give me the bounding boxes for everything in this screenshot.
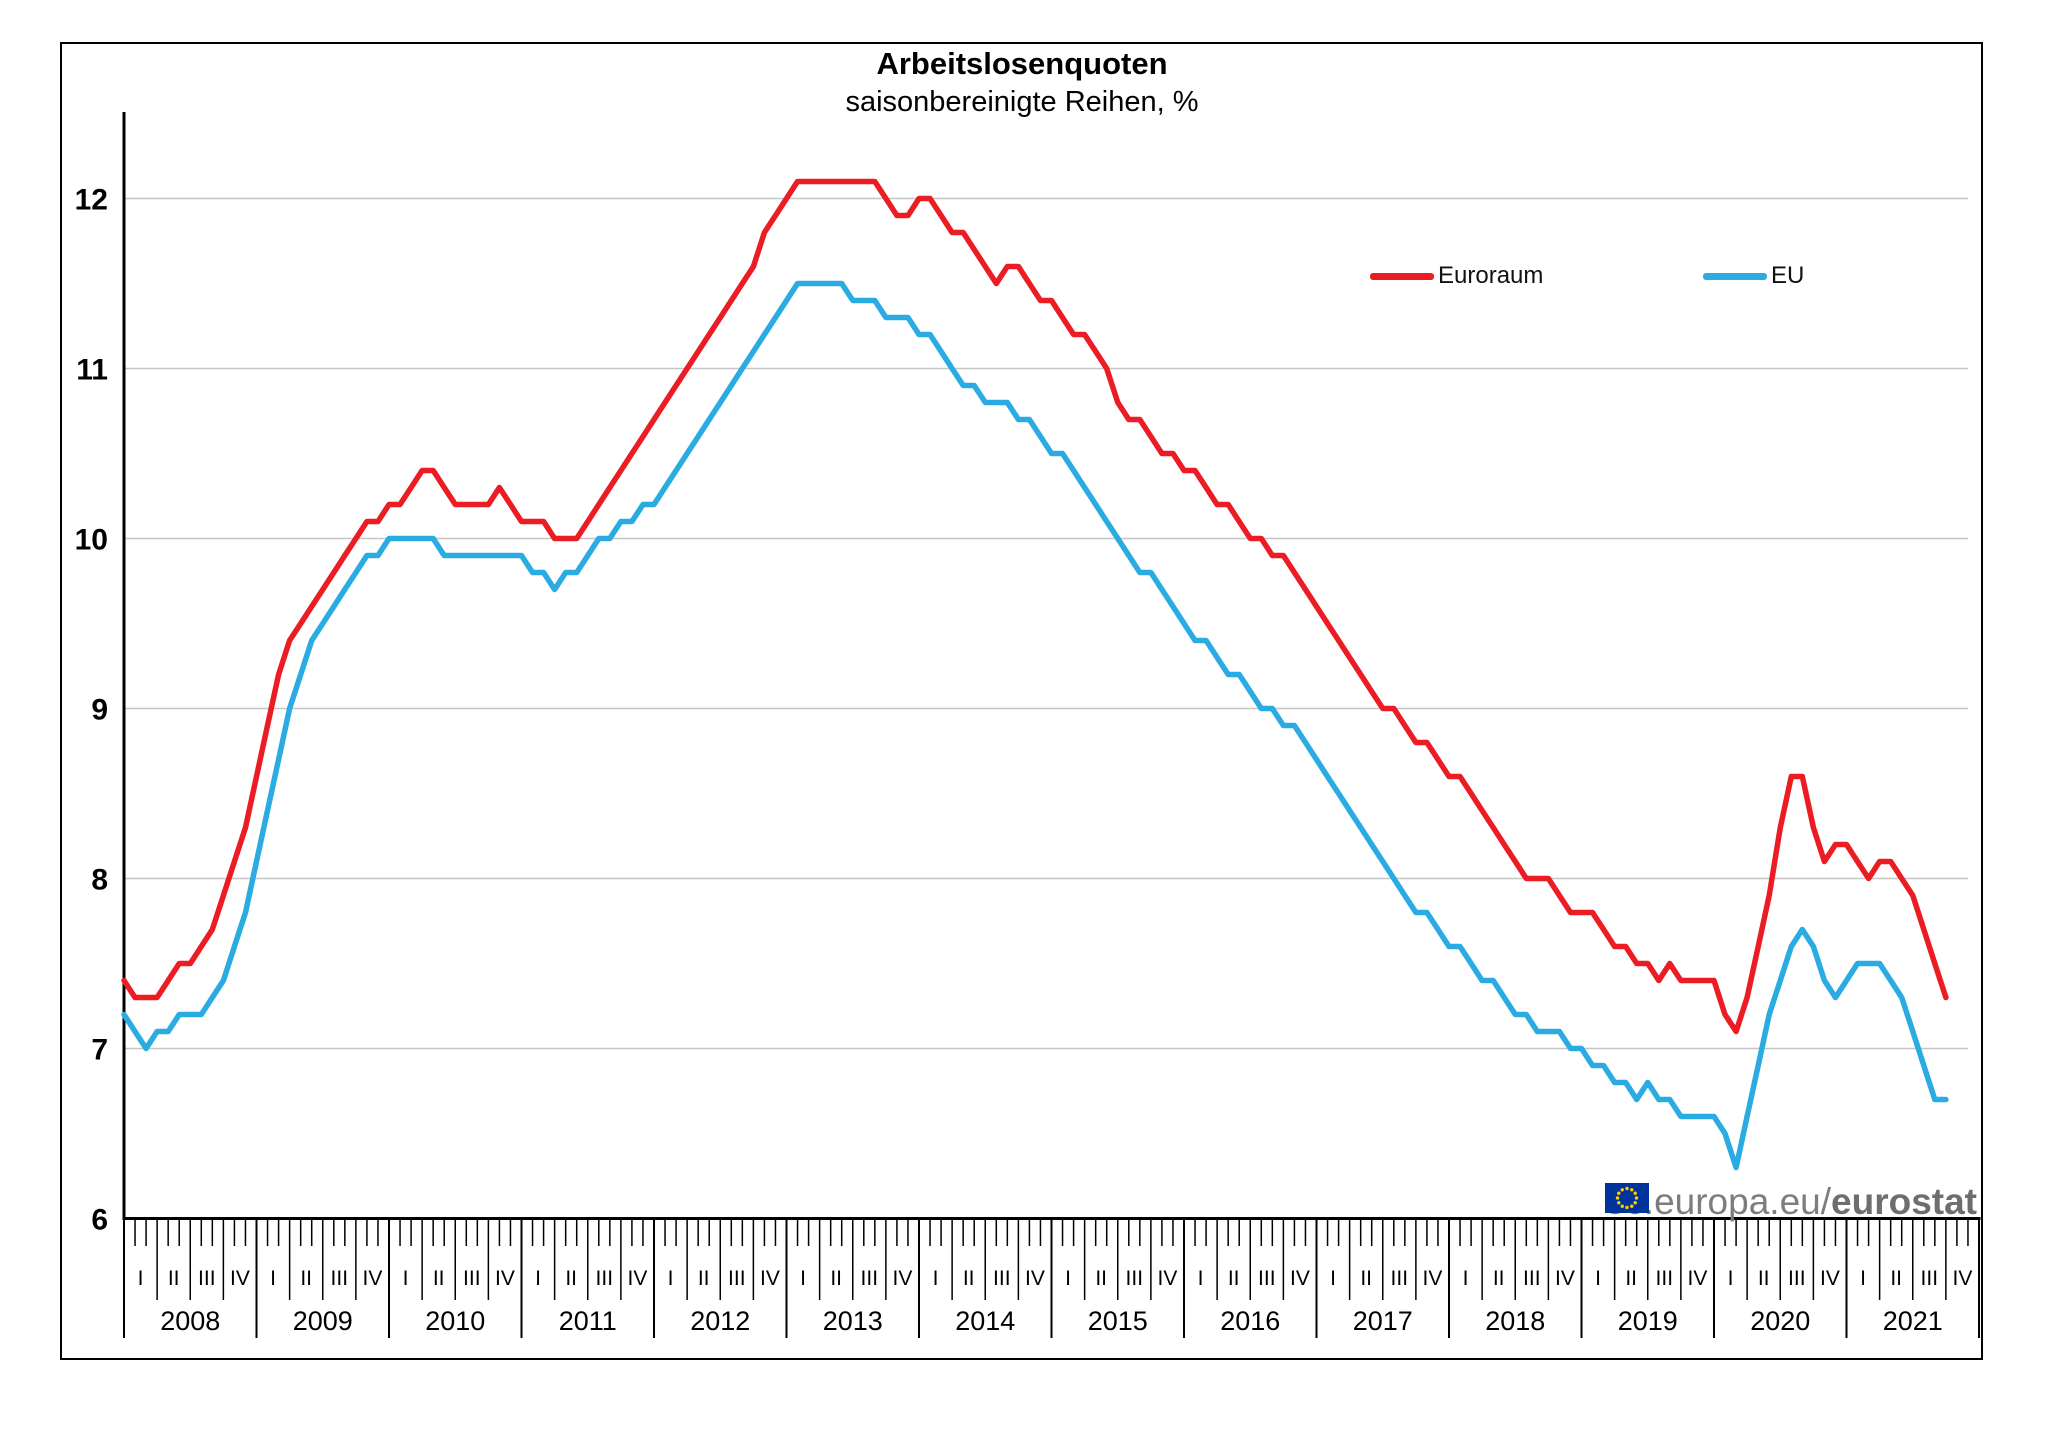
- svg-text:IV: IV: [230, 1267, 250, 1290]
- svg-text:II: II: [1625, 1267, 1637, 1290]
- svg-text:12: 12: [75, 184, 108, 217]
- svg-text:IV: IV: [1820, 1267, 1840, 1290]
- watermark-text: ec.europa.eu/eurostat: [1604, 1181, 1977, 1222]
- svg-text:I: I: [403, 1267, 409, 1290]
- svg-text:2012: 2012: [690, 1306, 750, 1336]
- svg-text:2020: 2020: [1750, 1306, 1810, 1336]
- legend-item-eu: EU: [1703, 262, 1804, 290]
- svg-text:9: 9: [91, 694, 108, 727]
- svg-text:II: II: [1890, 1267, 1902, 1290]
- svg-text:I: I: [1065, 1267, 1071, 1290]
- svg-text:III: III: [1921, 1267, 1939, 1290]
- svg-text:2018: 2018: [1485, 1306, 1545, 1336]
- svg-text:III: III: [1523, 1267, 1541, 1290]
- legend-item-euroraum: Euroraum: [1370, 262, 1543, 290]
- svg-text:I: I: [800, 1267, 806, 1290]
- svg-text:IV: IV: [760, 1267, 780, 1290]
- svg-text:I: I: [535, 1267, 541, 1290]
- svg-text:II: II: [698, 1267, 710, 1290]
- svg-text:I: I: [1330, 1267, 1336, 1290]
- eurostat-watermark: ec.europa.eu/eurostat: [1604, 1181, 1977, 1222]
- svg-text:IV: IV: [1423, 1267, 1443, 1290]
- svg-text:I: I: [1463, 1267, 1469, 1290]
- svg-text:2019: 2019: [1618, 1306, 1678, 1336]
- svg-text:IV: IV: [1688, 1267, 1708, 1290]
- legend-label-eu: EU: [1771, 262, 1805, 289]
- svg-text:I: I: [1860, 1267, 1866, 1290]
- svg-text:7: 7: [91, 1034, 108, 1067]
- svg-text:III: III: [993, 1267, 1011, 1290]
- svg-text:II: II: [1228, 1267, 1240, 1290]
- svg-text:IV: IV: [1555, 1267, 1575, 1290]
- svg-text:II: II: [300, 1267, 312, 1290]
- svg-text:I: I: [1198, 1267, 1204, 1290]
- svg-text:2009: 2009: [293, 1306, 353, 1336]
- svg-text:2017: 2017: [1353, 1306, 1413, 1336]
- svg-text:6: 6: [91, 1204, 108, 1237]
- svg-text:IV: IV: [1158, 1267, 1178, 1290]
- svg-text:8: 8: [91, 864, 108, 897]
- svg-text:I: I: [270, 1267, 276, 1290]
- svg-text:III: III: [1788, 1267, 1806, 1290]
- svg-text:II: II: [1493, 1267, 1505, 1290]
- chart-frame: [60, 42, 1983, 1360]
- svg-text:IV: IV: [893, 1267, 913, 1290]
- svg-text:II: II: [168, 1267, 180, 1290]
- svg-text:2021: 2021: [1883, 1306, 1943, 1336]
- legend-label-euroraum: Euroraum: [1438, 262, 1544, 289]
- svg-text:2008: 2008: [160, 1306, 220, 1336]
- svg-text:II: II: [1360, 1267, 1372, 1290]
- svg-text:II: II: [433, 1267, 445, 1290]
- svg-text:IV: IV: [1953, 1267, 1973, 1290]
- svg-text:IV: IV: [1290, 1267, 1310, 1290]
- svg-text:2010: 2010: [425, 1306, 485, 1336]
- svg-text:III: III: [1126, 1267, 1144, 1290]
- svg-text:I: I: [1728, 1267, 1734, 1290]
- svg-text:IV: IV: [628, 1267, 648, 1290]
- svg-text:I: I: [933, 1267, 939, 1290]
- svg-text:II: II: [963, 1267, 975, 1290]
- svg-text:10: 10: [75, 524, 108, 557]
- svg-text:III: III: [1258, 1267, 1276, 1290]
- eu-flag-icon: [1604, 1183, 1649, 1213]
- svg-text:IV: IV: [1025, 1267, 1045, 1290]
- legend-line-euroraum-icon: [1370, 272, 1434, 280]
- svg-text:2016: 2016: [1220, 1306, 1280, 1336]
- svg-text:I: I: [1595, 1267, 1601, 1290]
- svg-text:III: III: [596, 1267, 614, 1290]
- legend-line-eu-icon: [1703, 272, 1767, 280]
- svg-text:II: II: [1758, 1267, 1770, 1290]
- chart-title: Arbeitslosenquoten: [876, 46, 1168, 81]
- svg-text:IV: IV: [363, 1267, 383, 1290]
- svg-text:2015: 2015: [1088, 1306, 1148, 1336]
- svg-text:II: II: [1095, 1267, 1107, 1290]
- svg-text:2013: 2013: [823, 1306, 883, 1336]
- svg-text:I: I: [668, 1267, 674, 1290]
- svg-text:III: III: [463, 1267, 481, 1290]
- svg-text:III: III: [861, 1267, 879, 1290]
- svg-text:III: III: [198, 1267, 216, 1290]
- svg-text:2011: 2011: [559, 1306, 617, 1336]
- svg-text:I: I: [138, 1267, 144, 1290]
- svg-text:III: III: [728, 1267, 746, 1290]
- svg-text:II: II: [565, 1267, 577, 1290]
- svg-text:III: III: [1656, 1267, 1674, 1290]
- svg-text:2014: 2014: [955, 1306, 1015, 1336]
- svg-text:III: III: [1391, 1267, 1409, 1290]
- svg-text:III: III: [331, 1267, 349, 1290]
- chart-subtitle: saisonbereinigte Reihen, %: [845, 86, 1199, 118]
- svg-text:IV: IV: [495, 1267, 515, 1290]
- svg-text:11: 11: [76, 354, 108, 387]
- svg-text:II: II: [830, 1267, 842, 1290]
